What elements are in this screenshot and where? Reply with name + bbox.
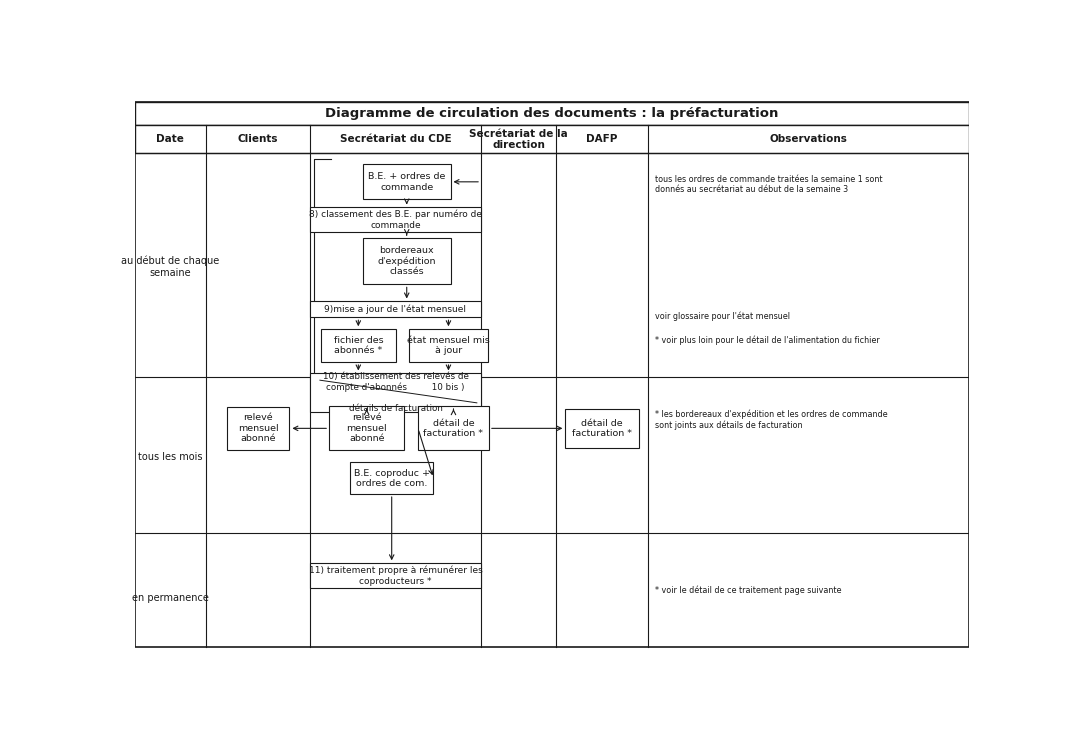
Bar xyxy=(310,208,481,233)
Text: Secrétariat du CDE: Secrétariat du CDE xyxy=(339,135,451,144)
Bar xyxy=(310,373,481,412)
Text: * les bordereaux d'expédition et les ordres de commande
sont joints aux détails : * les bordereaux d'expédition et les ord… xyxy=(655,410,887,430)
Text: 9)mise a jour de l'état mensuel: 9)mise a jour de l'état mensuel xyxy=(324,305,466,314)
Bar xyxy=(409,329,488,362)
Bar xyxy=(310,302,481,317)
Bar xyxy=(350,462,433,494)
Text: tous les ordres de commande traitées la semaine 1 sont
donnés au secrétariat au : tous les ordres de commande traitées la … xyxy=(655,175,882,194)
Text: détail de
facturation *: détail de facturation * xyxy=(572,419,632,438)
Bar xyxy=(321,329,396,362)
Text: B.E. + ordres de
commande: B.E. + ordres de commande xyxy=(368,172,446,191)
Text: * voir le détail de ce traitement page suivante: * voir le détail de ce traitement page s… xyxy=(655,585,841,595)
Text: DAFP: DAFP xyxy=(586,135,618,144)
Text: Date: Date xyxy=(156,135,184,144)
Text: au début de chaque
semaine: au début de chaque semaine xyxy=(121,256,220,278)
Bar xyxy=(565,409,639,447)
Text: 11) traitement propre à rémunérer les
coproducteurs *: 11) traitement propre à rémunérer les co… xyxy=(309,566,482,586)
Text: Clients: Clients xyxy=(238,135,278,144)
Text: détail de
facturation *: détail de facturation * xyxy=(423,419,484,438)
Bar xyxy=(135,125,969,154)
Text: bordereaux
d'expédition
classés: bordereaux d'expédition classés xyxy=(377,246,436,277)
Text: fichier des
abonnés *: fichier des abonnés * xyxy=(334,336,383,355)
Text: B.E. coproduc +
ordres de com.: B.E. coproduc + ordres de com. xyxy=(353,469,430,488)
Bar xyxy=(330,406,404,450)
Text: relevé
mensuel
abonné: relevé mensuel abonné xyxy=(347,414,387,443)
Text: en permanence: en permanence xyxy=(131,593,209,604)
Bar xyxy=(135,102,969,125)
Text: Diagramme de circulation des documents : la préfacturation: Diagramme de circulation des documents :… xyxy=(325,107,779,120)
Bar xyxy=(363,238,450,284)
Text: Secrétariat de la
direction: Secrétariat de la direction xyxy=(470,129,568,150)
Text: * voir plus loin pour le détail de l'alimentation du fichier: * voir plus loin pour le détail de l'ali… xyxy=(655,336,880,345)
Text: état mensuel mis
à jour: état mensuel mis à jour xyxy=(407,336,490,355)
Bar xyxy=(363,164,450,199)
Text: 10) établissement des relevés de
compte d'abonnés         10 bis )

détails de f: 10) établissement des relevés de compte … xyxy=(322,372,468,413)
Text: 8) classement des B.E. par numéro de
commande: 8) classement des B.E. par numéro de com… xyxy=(309,210,482,230)
Bar xyxy=(227,407,290,450)
Text: voir glossaire pour l'état mensuel: voir glossaire pour l'état mensuel xyxy=(655,311,789,321)
Text: Observations: Observations xyxy=(770,135,848,144)
Bar xyxy=(418,406,489,450)
Text: relevé
mensuel
abonné: relevé mensuel abonné xyxy=(238,414,279,443)
Bar xyxy=(310,563,481,588)
Text: tous les mois: tous les mois xyxy=(138,452,202,461)
